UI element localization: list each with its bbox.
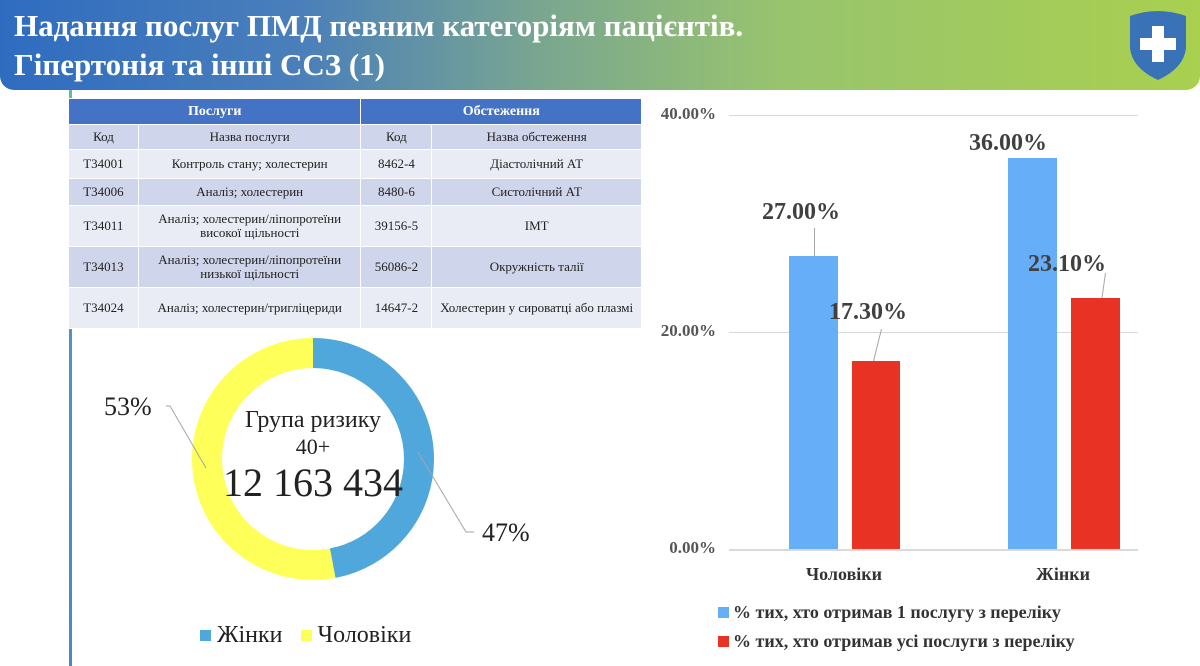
col-header-exam-name: Назва обстеження xyxy=(431,124,642,150)
pie-label-men: 53% xyxy=(104,392,152,421)
cell-service: Аналіз; холестерин/ліпопротеїни низької … xyxy=(137,246,362,288)
accent-divider-line xyxy=(69,90,72,666)
page-title: Надання послуг ПМД певним категоріям пац… xyxy=(14,6,743,84)
services-bar-chart: 40.00% 20.00% 0.00% 27.00% 17.30% 36.00%… xyxy=(640,95,1200,666)
cell-exam-code: 8480-6 xyxy=(360,178,433,206)
services-table: Послуги Обстеження Код Назва послуги Код… xyxy=(67,98,642,329)
cell-exam-code: 8462-4 xyxy=(360,149,433,179)
cell-exam: Холестерин у сироватці або плазмі xyxy=(431,287,642,329)
label-men-all: 17.30% xyxy=(829,299,907,325)
leader-men-one xyxy=(814,228,815,256)
label-women-one: 36.00% xyxy=(969,130,1047,156)
cell-exam-code: 39156-5 xyxy=(360,205,433,247)
legend-swatch-women xyxy=(200,630,211,641)
cell-code: Т34011 xyxy=(68,205,139,247)
x-category-women: Жінки xyxy=(1036,564,1090,584)
cell-service: Аналіз; холестерин/тригліцериди xyxy=(137,287,362,329)
donut-graphic xyxy=(166,338,474,580)
cell-code: Т34001 xyxy=(68,149,139,179)
y-tick-0: 0.00% xyxy=(669,538,716,557)
legend-label-men: Чоловіки xyxy=(317,622,412,648)
cell-code: Т34024 xyxy=(68,287,139,329)
bar-legend: % тих, хто отримав 1 послугу з переліку … xyxy=(718,598,1075,656)
col-header-service-name: Назва послуги xyxy=(137,124,362,150)
center-value: 12 163 434 xyxy=(223,460,403,505)
legend-label-one-service: % тих, хто отримав 1 послугу з переліку xyxy=(733,602,1061,622)
leader-line-women xyxy=(417,451,474,533)
y-tick-40: 40.00% xyxy=(660,104,716,123)
donut-legend: Жінки Чоловіки xyxy=(200,622,411,649)
table-row: Т34024 Аналіз; холестерин/тригліцериди 1… xyxy=(68,287,642,329)
leader-line-men xyxy=(166,405,207,469)
table-row: Т34011 Аналіз; холестерин/ліпопротеїни в… xyxy=(68,205,642,247)
legend-item-all-services: % тих, хто отримав усі послуги з перелік… xyxy=(718,627,1075,656)
pie-label-women: 47% xyxy=(482,518,530,547)
title-line-2: Гіпертонія та інші ССЗ (1) xyxy=(14,47,386,82)
title-line-1: Надання послуг ПМД певним категоріям пац… xyxy=(14,8,744,43)
legend-label-all-services: % тих, хто отримав усі послуги з перелік… xyxy=(733,631,1075,651)
legend-item-one-service: % тих, хто отримав 1 послугу з переліку xyxy=(718,598,1075,627)
title-banner: Надання послуг ПМД певним категоріям пац… xyxy=(0,0,1200,90)
table-row: Т34006 Аналіз; холестерин 8480-6 Систолі… xyxy=(68,178,642,206)
x-category-men: Чоловіки xyxy=(805,564,883,584)
cell-exam-code: 56086-2 xyxy=(360,246,433,288)
col-header-code: Код xyxy=(68,124,139,150)
cell-exam: Діастолічний АТ xyxy=(431,149,642,179)
shield-cross-icon xyxy=(1130,11,1186,80)
cell-exam: Систолічний АТ xyxy=(431,178,642,206)
col-header-exam-code: Код xyxy=(360,124,433,150)
cell-service: Аналіз; холестерин/ліпопротеїни високої … xyxy=(137,205,362,247)
cell-service: Аналіз; холестерин xyxy=(137,178,362,206)
gridline-20 xyxy=(729,332,1138,333)
center-line-2: 40+ xyxy=(295,434,331,459)
legend-swatch-blue xyxy=(718,607,729,618)
risk-group-donut-chart: Група ризику 40+ 12 163 434 53% 47% Жінк… xyxy=(0,330,640,666)
group-header-services: Послуги xyxy=(67,98,362,125)
x-axis-line xyxy=(729,549,1138,551)
center-line-1: Група ризику xyxy=(244,407,382,433)
legend-swatch-men xyxy=(300,630,312,641)
cell-code: Т34006 xyxy=(68,178,139,206)
table-row: Т34013 Аналіз; холестерин/ліпопротеїни н… xyxy=(68,246,642,288)
y-tick-20: 20.00% xyxy=(660,321,716,340)
donut-slice-women xyxy=(192,338,434,580)
bar-women-one-service xyxy=(1008,158,1057,549)
cell-exam: Окружність талії xyxy=(431,246,642,288)
cell-service: Контроль стану; холестерин xyxy=(137,149,362,179)
label-women-all: 23.10% xyxy=(1028,251,1106,277)
cell-exam: ІМТ xyxy=(431,205,642,247)
legend-item-men: Чоловіки xyxy=(300,622,412,649)
gridline-40 xyxy=(729,115,1138,116)
legend-swatch-red xyxy=(718,636,729,647)
cell-exam-code: 14647-2 xyxy=(360,287,433,329)
legend-label-women: Жінки xyxy=(217,622,283,648)
bar-women-all-services xyxy=(1071,298,1120,549)
donut-center-label: Група ризику 40+ 12 163 434 xyxy=(213,406,413,505)
cell-code: Т34013 xyxy=(68,246,139,288)
leader-men-all xyxy=(873,329,882,362)
group-header-exams: Обстеження xyxy=(360,98,642,125)
table-row: Т34001 Контроль стану; холестерин 8462-4… xyxy=(68,149,642,179)
label-men-one: 27.00% xyxy=(762,199,840,225)
legend-item-women: Жінки xyxy=(200,622,283,649)
bar-men-all-services xyxy=(852,361,900,549)
bar-men-one-service xyxy=(789,256,838,549)
